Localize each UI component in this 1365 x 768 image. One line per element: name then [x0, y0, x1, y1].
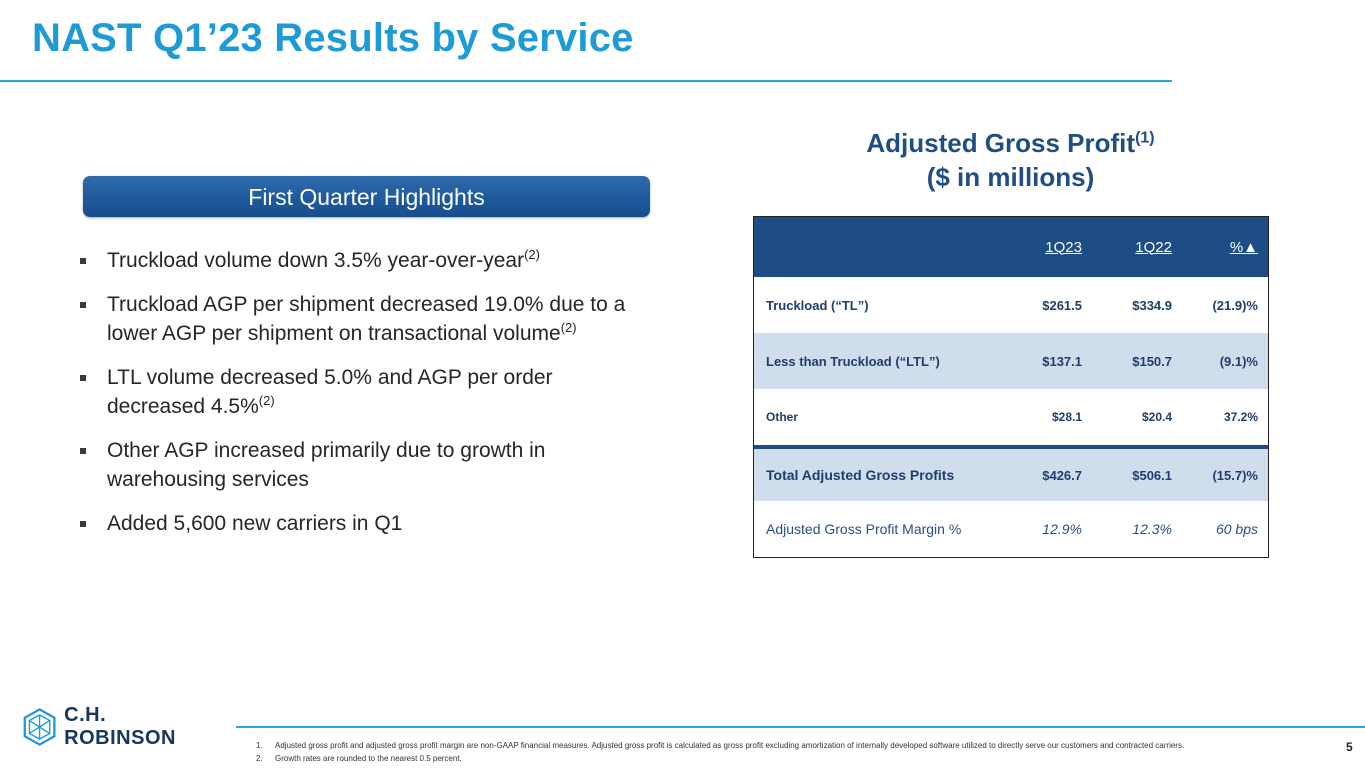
- square-bullet-icon: [80, 375, 86, 381]
- footnote: 2. Growth rates are rounded to the neare…: [256, 754, 462, 763]
- agp-table-title: Adjusted Gross Profit(1) ($ in millions): [866, 128, 1155, 192]
- list-item: Added 5,600 new carriers in Q1: [80, 509, 650, 538]
- square-bullet-icon: [80, 521, 86, 527]
- list-item: Other AGP increased primarily due to gro…: [80, 436, 650, 494]
- highlights-list: Truckload volume down 3.5% year-over-yea…: [80, 246, 650, 553]
- table-row: Adjusted Gross Profit Margin % 12.9% 12.…: [766, 521, 1258, 537]
- square-bullet-icon: [80, 258, 86, 264]
- list-item: LTL volume decreased 5.0% and AGP per or…: [80, 363, 650, 421]
- table-row: Other $28.1 $20.4 37.2%: [766, 410, 1258, 424]
- page-number: 5: [1346, 740, 1353, 754]
- footnote: 1. Adjusted gross profit and adjusted gr…: [256, 741, 1185, 750]
- table-row: Less than Truckload (“LTL”) $137.1 $150.…: [754, 333, 1268, 389]
- column-header: 1Q22: [1135, 238, 1172, 256]
- footer-divider: [236, 726, 1365, 728]
- title-divider: [0, 80, 1172, 82]
- highlights-banner: First Quarter Highlights: [83, 176, 650, 217]
- list-item: Truckload volume down 3.5% year-over-yea…: [80, 246, 650, 275]
- list-item: Truckload AGP per shipment decreased 19.…: [80, 290, 650, 348]
- table-total-row: Total Adjusted Gross Profits $426.7 $506…: [754, 445, 1268, 501]
- slide-title: NAST Q1’23 Results by Service: [32, 16, 634, 60]
- square-bullet-icon: [80, 302, 86, 308]
- table-header-row: 1Q23 1Q22 %▲: [754, 217, 1268, 277]
- hexagon-logo-icon: [23, 708, 56, 746]
- company-name: C.H. ROBINSON: [64, 704, 176, 749]
- footnotes: 1. Adjusted gross profit and adjusted gr…: [256, 739, 1184, 765]
- square-bullet-icon: [80, 448, 86, 454]
- company-logo: C.H. ROBINSON: [22, 704, 212, 750]
- column-header: %▲: [1229, 238, 1258, 256]
- agp-table: 1Q23 1Q22 %▲ Truckload (“TL”) $261.5 $33…: [753, 216, 1269, 558]
- column-header: 1Q23: [1045, 238, 1082, 256]
- table-row: Truckload (“TL”) $261.5 $334.9 (21.9)%: [766, 297, 1258, 313]
